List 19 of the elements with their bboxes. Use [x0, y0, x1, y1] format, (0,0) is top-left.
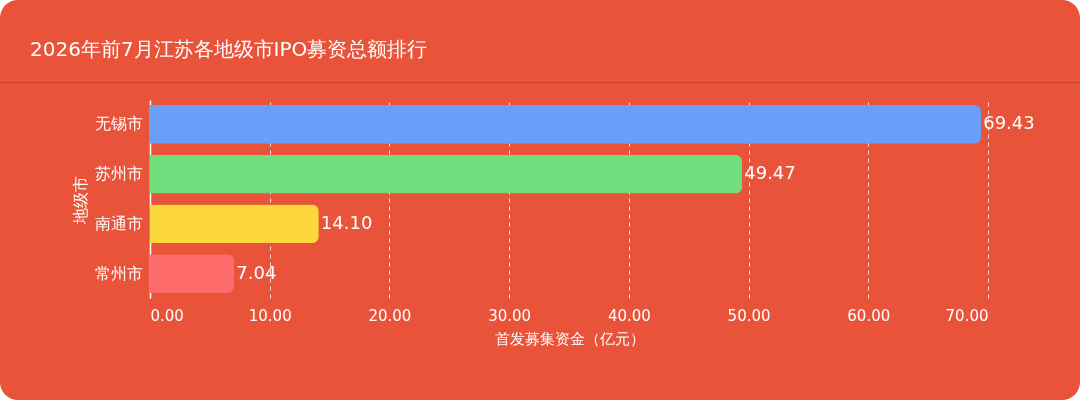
y-tick-label: 无锡市 — [94, 114, 143, 134]
chart-title: 2026年前7月江苏各地级市IPO募资总额排行 — [30, 37, 428, 61]
data-label: 69.43 — [983, 112, 1035, 134]
y-axis-title: 地级市 — [70, 175, 90, 225]
x-tick-label: 60.00 — [847, 306, 891, 325]
x-tick-label: 70.00 — [945, 306, 989, 325]
x-tick-label: 20.00 — [368, 306, 412, 325]
data-label: 49.47 — [744, 162, 796, 184]
x-tick-label: 10.00 — [248, 306, 292, 325]
x-tick-label: 0.00 — [150, 306, 184, 325]
x-tick-label: 30.00 — [488, 306, 532, 325]
x-tick-label: 50.00 — [727, 306, 771, 325]
x-axis-title: 首发募集资金（亿元） — [494, 329, 645, 348]
y-tick-label: 常州市 — [94, 263, 143, 283]
data-label: 7.04 — [236, 261, 277, 283]
y-tick-label: 南通市 — [94, 213, 143, 233]
data-label: 14.10 — [320, 211, 373, 233]
x-tick-label: 40.00 — [607, 306, 651, 325]
y-tick-label: 苏州市 — [94, 164, 143, 184]
